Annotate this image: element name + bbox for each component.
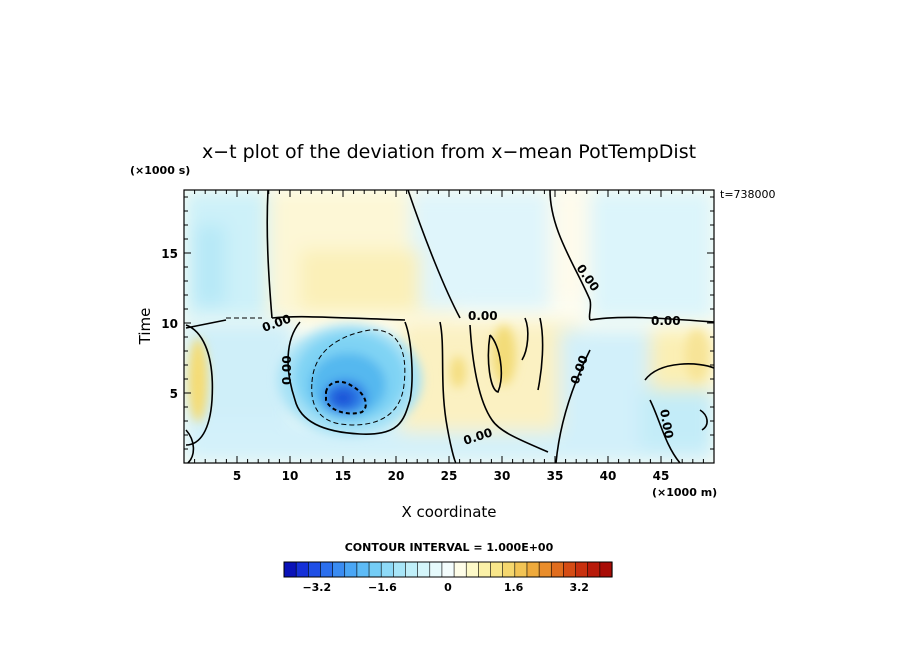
colorbar-swatch bbox=[490, 561, 504, 578]
colorbar-tick-label: −3.2 bbox=[302, 581, 331, 594]
zero-contour bbox=[407, 190, 461, 319]
colorbar-swatch bbox=[587, 561, 601, 578]
y-tick-label: 5 bbox=[170, 387, 178, 401]
colorbar-swatch bbox=[502, 561, 516, 578]
colorbar-tick-label: 1.6 bbox=[504, 581, 524, 594]
colorbar-tick-label: −1.6 bbox=[368, 581, 397, 594]
zero-contour bbox=[644, 363, 714, 381]
colorbar-swatch bbox=[599, 561, 613, 578]
field-patch bbox=[492, 325, 516, 385]
contour-label: 0.00 bbox=[468, 309, 498, 323]
colorbar-swatch bbox=[465, 561, 479, 578]
time-annotation: t=738000 bbox=[720, 188, 776, 201]
x-tick-label: 40 bbox=[600, 469, 617, 483]
colorbar-swatch bbox=[405, 561, 419, 578]
zero-contour bbox=[589, 316, 714, 323]
colorbar-swatch bbox=[380, 561, 394, 578]
colorbar-frame bbox=[283, 561, 613, 578]
colorbar-swatch bbox=[526, 561, 540, 578]
contour-lines bbox=[185, 190, 714, 463]
field-patch bbox=[640, 390, 714, 450]
colorbar-tick-label: 0 bbox=[444, 581, 452, 594]
colorbar-swatch bbox=[307, 561, 322, 578]
zero-contour bbox=[521, 317, 529, 361]
x-tick-label: 30 bbox=[494, 469, 511, 483]
field-patch bbox=[300, 250, 420, 310]
contour-label: 0.00 bbox=[657, 408, 676, 440]
zero-contour bbox=[439, 321, 457, 463]
colorbar-swatch bbox=[563, 561, 577, 578]
colorbar-swatch bbox=[295, 561, 309, 578]
field-patch bbox=[550, 190, 590, 300]
colorbar-swatch bbox=[538, 561, 552, 578]
zero-contour bbox=[271, 315, 406, 321]
x-tick-label: 20 bbox=[388, 469, 405, 483]
x-unit-label: (×1000 m) bbox=[652, 486, 717, 499]
colorbar-swatch bbox=[575, 561, 589, 578]
x-tick-label: 25 bbox=[441, 469, 458, 483]
colorbar-swatch bbox=[453, 561, 467, 578]
y-tick-label: 10 bbox=[161, 317, 178, 331]
x-axis-label: X coordinate bbox=[401, 503, 496, 521]
colorbar-swatch bbox=[429, 561, 443, 578]
colorbar-swatch bbox=[441, 561, 455, 578]
contour-label: 0.00 bbox=[280, 355, 294, 385]
chart-title: x−t plot of the deviation from x−mean Po… bbox=[202, 141, 696, 163]
contour-minus-1 bbox=[311, 329, 406, 426]
zero-contour bbox=[649, 399, 681, 463]
zero-contour bbox=[185, 324, 214, 446]
heatmap-field bbox=[184, 190, 714, 463]
colorbar-swatch bbox=[368, 561, 382, 578]
zero-contour bbox=[287, 321, 413, 435]
colorbar-swatch bbox=[320, 561, 334, 578]
zero-contour bbox=[699, 409, 708, 431]
zero-contour bbox=[487, 334, 502, 393]
colorbar-tick-label: 3.2 bbox=[569, 581, 589, 594]
y-axis: 5 10 15 bbox=[161, 196, 714, 464]
x-tick-label: 15 bbox=[335, 469, 352, 483]
colorbar bbox=[283, 561, 613, 578]
colorbar-swatch bbox=[332, 561, 346, 578]
zero-contour bbox=[549, 190, 592, 321]
colorbar-ticks: −3.2 −1.6 0 1.6 3.2 bbox=[302, 581, 589, 594]
zero-contour bbox=[469, 324, 549, 453]
field-patch bbox=[410, 190, 550, 310]
y-unit-label: (×1000 s) bbox=[130, 164, 190, 177]
field-patch bbox=[450, 356, 466, 388]
colorbar-swatch bbox=[550, 561, 565, 578]
x-axis: 5 10 15 20 25 30 35 40 45 bbox=[183, 190, 715, 483]
zero-contour bbox=[555, 349, 591, 463]
colorbar-swatch bbox=[393, 561, 407, 578]
field-patch bbox=[590, 190, 714, 320]
x-tick-label: 35 bbox=[547, 469, 564, 483]
contour-label: 0.00 bbox=[651, 314, 681, 328]
y-tick-label: 15 bbox=[161, 247, 178, 261]
field-patch bbox=[685, 329, 709, 381]
cold-anomaly-center bbox=[331, 389, 355, 407]
contour-minus-3 bbox=[325, 380, 367, 415]
zero-contour bbox=[266, 190, 273, 319]
field-patch bbox=[195, 225, 225, 305]
colorbar-swatch bbox=[417, 561, 431, 578]
x-tick-label: 10 bbox=[282, 469, 299, 483]
x-tick-label: 45 bbox=[653, 469, 670, 483]
zero-contour bbox=[185, 319, 227, 329]
colorbar-swatch bbox=[283, 561, 297, 578]
field-patch bbox=[188, 338, 208, 422]
x-tick-label: 5 bbox=[233, 469, 241, 483]
negative-contours bbox=[226, 317, 406, 426]
colorbar-swatch bbox=[356, 561, 370, 578]
y-axis-label: Time bbox=[136, 308, 154, 346]
zero-contour bbox=[185, 429, 195, 463]
colorbar-swatch bbox=[478, 561, 492, 578]
colorbar-swatch bbox=[344, 561, 358, 578]
contour-interval-text: CONTOUR INTERVAL = 1.000E+00 bbox=[345, 541, 554, 554]
colorbar-swatch bbox=[514, 561, 528, 578]
zero-contour bbox=[537, 317, 544, 391]
